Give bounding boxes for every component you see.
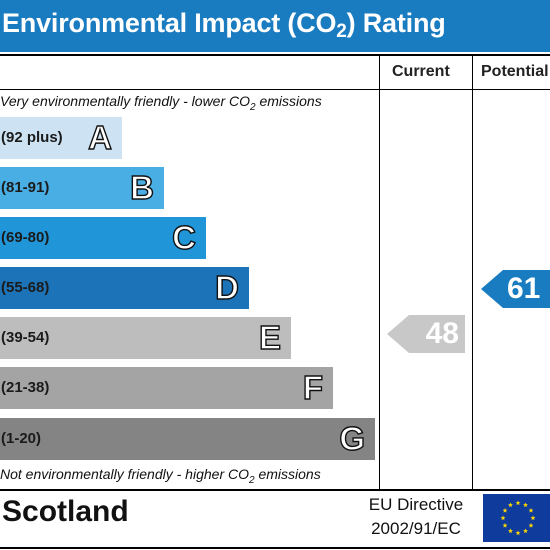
top-note: Very environmentally friendly - lower CO… bbox=[0, 93, 322, 113]
eu-star-icon bbox=[528, 522, 534, 528]
country-label: Scotland bbox=[2, 495, 129, 528]
band-letter: B bbox=[129, 168, 154, 206]
eu-star-icon bbox=[528, 507, 534, 513]
band-letter: A bbox=[87, 118, 112, 156]
chart-header: Environmental Impact (CO2) Rating bbox=[0, 0, 550, 52]
potential-rating-value: 61 bbox=[507, 272, 541, 305]
eu-star-icon bbox=[515, 530, 521, 536]
eu-star-icon bbox=[530, 515, 536, 521]
band-range-label: (92 plus) bbox=[1, 129, 63, 146]
potential-column-left-line bbox=[472, 54, 473, 490]
rating-band-f: (21-38) F bbox=[0, 367, 333, 409]
eu-star-icon bbox=[508, 502, 513, 508]
eu-star-icon bbox=[502, 522, 508, 528]
band-range-label: (69-80) bbox=[1, 229, 50, 246]
band-letter: E bbox=[258, 318, 281, 356]
bottom-note: Not environmentally friendly - higher CO… bbox=[0, 466, 321, 486]
eu-star-icon bbox=[523, 502, 528, 508]
band-range-label: (81-91) bbox=[1, 179, 50, 196]
rating-band-c: (69-80) C bbox=[0, 217, 206, 259]
chart-title: Environmental Impact (CO2) Rating bbox=[2, 8, 446, 42]
eu-star-icon bbox=[500, 515, 506, 521]
eu-directive-line2: 2002/91/EC bbox=[371, 519, 461, 538]
eu-star-icon bbox=[502, 507, 508, 513]
eu-star-icon bbox=[515, 500, 521, 506]
frame-bottom-line bbox=[0, 547, 550, 549]
rating-band-b: (81-91) B bbox=[0, 167, 164, 209]
eu-flag-icon bbox=[483, 494, 550, 542]
band-letter: G bbox=[339, 419, 366, 457]
band-letter: D bbox=[214, 268, 239, 306]
band-range-label: (1-20) bbox=[1, 430, 42, 447]
current-column-heading: Current bbox=[392, 63, 450, 80]
eu-star-icon bbox=[523, 528, 528, 534]
current-column-left-line bbox=[379, 54, 380, 490]
band-range-label: (39-54) bbox=[1, 329, 50, 346]
band-letter: F bbox=[302, 368, 324, 406]
potential-rating-arrow: 61 bbox=[481, 270, 550, 308]
rating-band-e: (39-54) E bbox=[0, 317, 291, 359]
rating-band-d: (55-68) D bbox=[0, 267, 249, 309]
rating-band-g: (1-20) G bbox=[0, 418, 375, 460]
column-header-divider bbox=[0, 89, 550, 90]
eu-star-icon bbox=[508, 528, 513, 534]
potential-column-heading: Potential bbox=[481, 63, 549, 80]
footer-top-line bbox=[0, 489, 550, 491]
frame-top-line bbox=[0, 54, 550, 56]
band-range-label: (21-38) bbox=[1, 379, 50, 396]
band-letter: C bbox=[171, 218, 196, 256]
current-rating-arrow: 48 bbox=[387, 315, 465, 353]
rating-band-a: (92 plus) A bbox=[0, 117, 122, 159]
current-rating-value: 48 bbox=[425, 317, 459, 350]
eu-directive-line1: EU Directive bbox=[368, 495, 464, 514]
band-range-label: (55-68) bbox=[1, 279, 50, 296]
